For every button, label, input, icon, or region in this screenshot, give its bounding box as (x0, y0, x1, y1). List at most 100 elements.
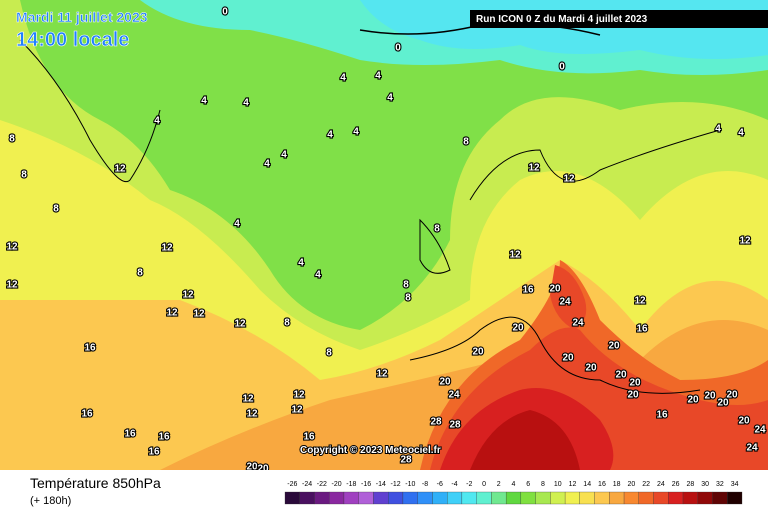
colorbar-tick-label: -4 (451, 481, 457, 488)
contour-label: 12 (739, 236, 751, 247)
contour-label: 20 (726, 390, 738, 401)
colorbar-tick-label: -16 (361, 481, 371, 488)
colorbar-tick-label: 20 (628, 481, 636, 488)
colorbar: -26 -24 -22 -20 -18 -16 -14 -12 -10 -8 -6 -4 -2 0 2 4 6 8… (284, 481, 743, 505)
contour-label: 20 (439, 377, 451, 388)
contour-label: 16 (81, 409, 93, 420)
colorbar-tick-label: 18 (613, 481, 621, 488)
contour-label: 8 (9, 134, 15, 145)
contour-label: 12 (182, 290, 194, 301)
contour-label: 12 (6, 242, 18, 253)
colorbar-swatch (299, 491, 315, 505)
colorbar-swatch (373, 491, 389, 505)
contour-label: 16 (158, 432, 170, 443)
colorbar-swatch (432, 491, 448, 505)
colorbar-tick-label: 12 (569, 481, 577, 488)
contour-label: 16 (303, 432, 315, 443)
contour-label: 20 (562, 353, 574, 364)
colorbar-swatch (623, 491, 639, 505)
contour-label: 4 (353, 127, 359, 138)
contour-label: 12 (114, 164, 126, 175)
contour-label: 16 (522, 285, 534, 296)
contour-label: 20 (704, 391, 716, 402)
colorbar-swatch (653, 491, 669, 505)
colorbar-swatch (712, 491, 728, 505)
temperature-field (0, 0, 768, 470)
colorbar-tick-label: -22 (317, 481, 327, 488)
contour-label: 24 (746, 443, 758, 454)
colorbar-tick-label: 2 (497, 481, 501, 488)
colorbar-swatch (594, 491, 610, 505)
colorbar-swatch (564, 491, 580, 505)
colorbar-swatch (461, 491, 477, 505)
contour-label: 12 (563, 174, 575, 185)
colorbar-swatch (314, 491, 330, 505)
colorbar-tick-label: 26 (672, 481, 680, 488)
colorbar-tick-label: 32 (716, 481, 724, 488)
contour-label: 4 (234, 219, 240, 230)
colorbar-swatch (505, 491, 522, 505)
colorbar-tick-label: 0 (482, 481, 486, 488)
colorbar-tick-label: -26 (287, 481, 297, 488)
colorbar-swatch (476, 491, 492, 505)
contour-label: 16 (148, 447, 160, 458)
colorbar-tick-label: 6 (526, 481, 530, 488)
contour-label: 8 (21, 170, 27, 181)
contour-label: 8 (137, 268, 143, 279)
contour-label: 12 (376, 369, 388, 380)
contour-label: 16 (656, 410, 668, 421)
contour-label: 8 (434, 224, 440, 235)
contour-label: 20 (549, 284, 561, 295)
contour-label: 4 (715, 124, 721, 135)
colorbar-tick-label: 28 (687, 481, 695, 488)
contour-label: 4 (387, 93, 393, 104)
contour-label: 20 (717, 398, 729, 409)
contour-label: 12 (291, 405, 303, 416)
colorbar-swatch (727, 491, 743, 505)
colorbar-swatch (579, 491, 595, 505)
contour-label: 0 (559, 62, 565, 73)
contour-label: 12 (193, 309, 205, 320)
colorbar-swatch (417, 491, 433, 505)
colorbar-swatch (638, 491, 654, 505)
contour-label: 16 (84, 343, 96, 354)
colorbar-tick-label: 16 (598, 481, 606, 488)
colorbar-tick-label: -8 (422, 481, 428, 488)
colorbar-tick-label: 30 (701, 481, 709, 488)
colorbar-swatch (550, 491, 566, 505)
colorbar-tick-label: -6 (437, 481, 443, 488)
colorbar-swatch (609, 491, 625, 505)
contour-label: 4 (315, 270, 321, 281)
contour-label: 20 (615, 370, 627, 381)
legend-subtitle: (+ 180h) (30, 495, 71, 507)
colorbar-tick-label: 14 (583, 481, 591, 488)
contour-label: 16 (124, 429, 136, 440)
contour-label: 4 (375, 71, 381, 82)
colorbar-swatch (402, 491, 418, 505)
contour-label: 24 (559, 297, 571, 308)
colorbar-tick-label: -14 (376, 481, 386, 488)
contour-label: 12 (528, 163, 540, 174)
contour-label: 24 (754, 425, 766, 436)
contour-label: 4 (281, 150, 287, 161)
run-box (470, 10, 768, 28)
contour-label: 20 (608, 341, 620, 352)
colorbar-tick-label: -2 (466, 481, 472, 488)
colorbar-swatch (520, 491, 536, 505)
contour-label: 12 (246, 409, 258, 420)
contour-label: 4 (264, 159, 270, 170)
contour-label: 4 (738, 128, 744, 139)
contour-label: 8 (53, 204, 59, 215)
colorbar-swatch (343, 491, 359, 505)
run-info: Run ICON 0 Z du Mardi 4 juillet 2023 (476, 14, 648, 25)
colorbar-tick-label: 8 (541, 481, 545, 488)
copyright: Copyright © 2023 Meteociel.fr (300, 445, 441, 456)
contour-label: 20 (629, 378, 641, 389)
contour-label: 8 (284, 318, 290, 329)
contour-label: 16 (636, 324, 648, 335)
forecast-time: 14:00 locale (16, 29, 129, 51)
contour-label: 8 (403, 280, 409, 291)
contour-label: 24 (448, 390, 460, 401)
contour-label: 12 (166, 308, 178, 319)
colorbar-swatch (668, 491, 684, 505)
